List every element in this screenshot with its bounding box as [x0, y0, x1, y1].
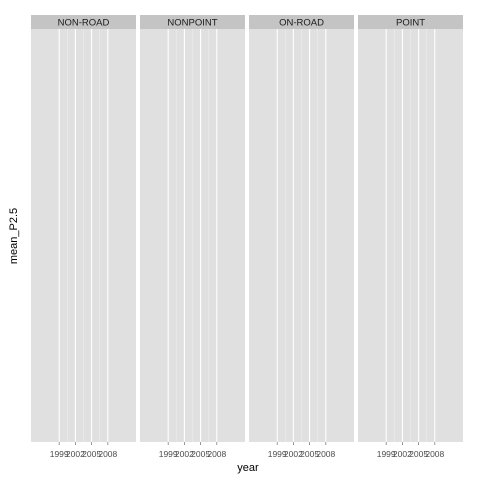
x-tick-label: 2002: [66, 449, 85, 459]
facet-strip-label: NON-ROAD: [58, 18, 110, 29]
x-tick-label: 1999: [50, 449, 69, 459]
x-tick-label: 1999: [268, 449, 287, 459]
x-tick-label: 2005: [191, 449, 210, 459]
x-tick-label: 1999: [159, 449, 178, 459]
facet-strip: [31, 15, 136, 29]
x-tick-label: 2005: [82, 449, 101, 459]
facet-panels: NON-ROAD1999200220052008NONPOINT19992002…: [31, 15, 463, 459]
x-tick-label: 2002: [284, 449, 303, 459]
facet-strip-label: ON-ROAD: [279, 18, 324, 29]
facet-strip: [249, 15, 354, 29]
x-tick-label: 2008: [425, 449, 444, 459]
x-tick-label: 2005: [409, 449, 428, 459]
x-tick-label: 2008: [98, 449, 117, 459]
facet-strip-label: POINT: [396, 18, 425, 29]
x-tick-label: 2008: [316, 449, 335, 459]
x-tick-label: 2008: [207, 449, 226, 459]
y-axis-title: mean_P2.5: [8, 208, 20, 264]
facet-strip: [140, 15, 245, 29]
x-tick-label: 2002: [393, 449, 412, 459]
x-tick-label: 2005: [300, 449, 319, 459]
facet-strip: [358, 15, 463, 29]
x-tick-label: 2002: [175, 449, 194, 459]
facet-strip-label: NONPOINT: [167, 18, 217, 29]
x-axis-title: year: [237, 462, 259, 474]
x-tick-label: 1999: [377, 449, 396, 459]
